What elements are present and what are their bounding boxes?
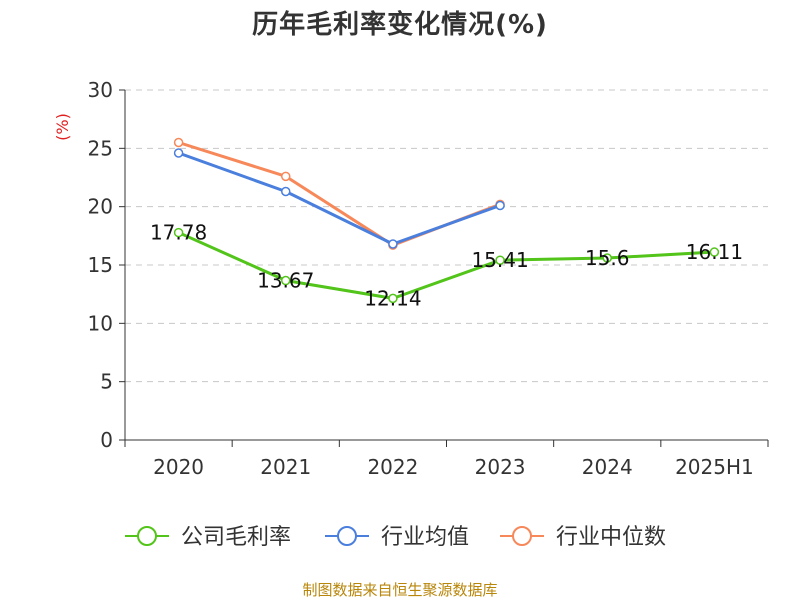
x-tick-label: 2024 [582, 455, 633, 479]
data-point [173, 227, 184, 238]
data-point [173, 148, 184, 158]
data-point [709, 247, 720, 257]
chart-title: 历年毛利率变化情况(%) [252, 10, 548, 40]
y-axis-label: (%) [53, 113, 72, 141]
y-tick-label: 15 [88, 253, 113, 277]
x-tick-label: 2022 [367, 455, 418, 479]
legend-label: 行业均值 [381, 525, 469, 550]
series-line [177, 231, 715, 300]
data-label: 17.78 [150, 221, 207, 245]
data-point [281, 275, 291, 286]
series-lines [173, 137, 720, 304]
legend-marker [512, 526, 532, 546]
y-tick-label: 30 [88, 78, 113, 102]
series-line [178, 151, 501, 246]
gridlines [125, 89, 768, 383]
data-point [388, 239, 398, 249]
data-point [281, 186, 291, 197]
x-tick-label: 2021 [260, 455, 311, 479]
legend-label: 公司毛利率 [181, 525, 291, 550]
source-note: 制图数据来自恒生聚源数据库 [302, 581, 498, 599]
legend: 公司毛利率 行业均值 行业中位数 [125, 525, 666, 550]
data-label: 15.6 [585, 246, 630, 270]
legend-label: 行业中位数 [556, 525, 666, 550]
legend-marker [337, 526, 357, 546]
data-point [281, 171, 291, 182]
y-tick-label: 0 [100, 428, 113, 452]
legend-marker [137, 526, 157, 546]
data-point [495, 255, 505, 265]
x-tick-label: 2020 [153, 455, 204, 479]
data-point [602, 253, 612, 263]
series-line [178, 141, 501, 247]
data-point [388, 293, 398, 304]
data-point [495, 200, 505, 211]
y-tick-label: 5 [100, 370, 113, 394]
data-label: 16.11 [686, 240, 743, 264]
y-tick-label: 20 [88, 195, 113, 219]
y-tick-label: 25 [88, 136, 113, 160]
x-tick-label: 2023 [475, 455, 526, 479]
x-tick-label: 2025H1 [675, 455, 754, 479]
axes: 0 5 10 15 20 25 30 2020 2021 2022 2023 2024 2025H1 (%… [53, 78, 769, 479]
data-labels: 17.78 13.67 12.14 15.41 15.6 16.11 [150, 221, 743, 311]
data-point [173, 137, 184, 148]
data-label: 13.67 [257, 269, 314, 293]
y-tick-label: 10 [88, 311, 113, 335]
data-label: 12.14 [364, 286, 421, 310]
data-label: 15.41 [471, 248, 528, 272]
